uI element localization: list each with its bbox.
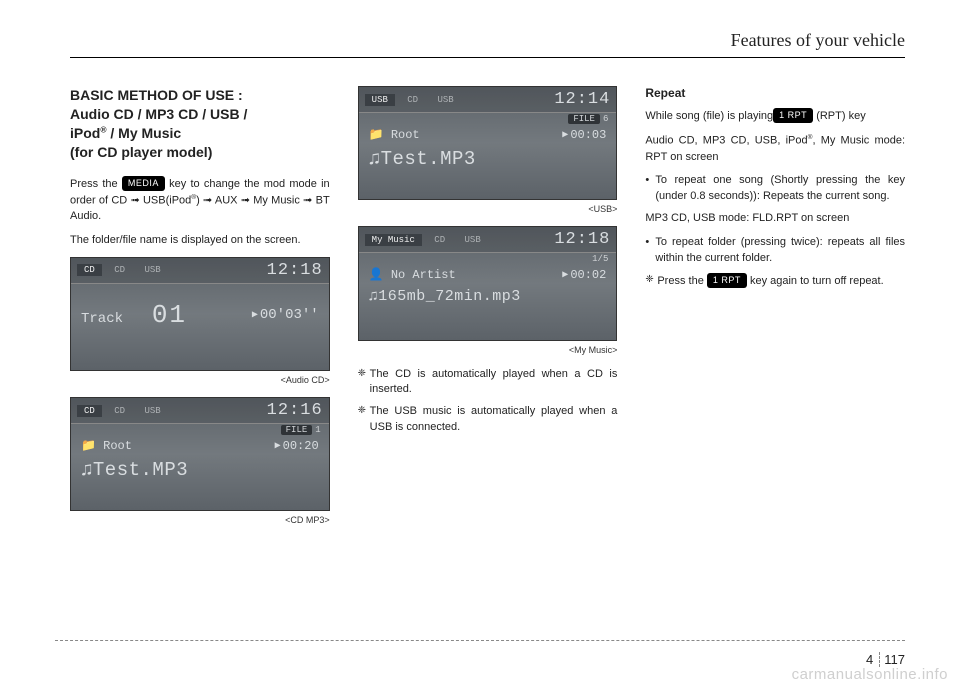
- page-number-value: 117: [884, 652, 905, 667]
- caption-usb: <USB>: [358, 204, 618, 214]
- lcd-elapsed: ▶00:02: [562, 268, 606, 282]
- title-line-3a: iPod: [70, 125, 100, 141]
- lcd-cd-icon: CD: [400, 94, 425, 106]
- file-number: 6: [603, 114, 608, 124]
- lcd-folder: 📁 Root: [369, 127, 420, 142]
- title-line-1: BASIC METHOD OF USE :: [70, 87, 243, 103]
- lcd-audio-cd: CD CD USB 12:18 Track 01 ▶00'03'': [70, 257, 330, 371]
- page-number: 4 117: [866, 652, 905, 667]
- note-cd-autoplay: The CD is automatically played when a CD…: [358, 367, 618, 399]
- repeat-modes: Audio CD, MP3 CD, USB, iPod®, My Music m…: [645, 133, 905, 166]
- paragraph-media-key: Press the MEDIA key to change the mod mo…: [70, 176, 330, 225]
- caption-cd-mp3: <CD MP3>: [70, 515, 330, 525]
- lcd-elapsed: ▶00'03'': [252, 307, 319, 323]
- lcd-filename: ♫165mb_72min.mp3: [359, 284, 617, 311]
- p1-a: Press the: [70, 178, 122, 190]
- lcd-my-music: My Music CD USB 12:18 1/5 👤 No Artist ▶0…: [358, 226, 618, 340]
- lcd-track-label: Track: [81, 311, 123, 327]
- repeat-fld: MP3 CD, USB mode: FLD.RPT on screen: [645, 211, 905, 227]
- lcd-cd-mp3: CD CD USB 12:16 FILE 1 📁 Root ▶00:20 ♫Te…: [70, 397, 330, 511]
- repeat-heading: Repeat: [645, 86, 905, 100]
- title-line-2: Audio CD / MP3 CD / USB /: [70, 106, 247, 122]
- lcd-tab-active: CD: [77, 264, 102, 276]
- r-p2-a: Audio CD, MP3 CD, USB, iPod: [645, 135, 807, 147]
- file-badge: FILE: [281, 425, 313, 435]
- column-2: USB CD USB 12:14 FILE 6 📁 Root ▶00:03 ♫T…: [358, 86, 618, 537]
- chapter-number: 4: [866, 652, 880, 667]
- lcd-artist-row: 👤 No Artist ▶00:02: [359, 265, 617, 284]
- file-badge: FILE: [568, 114, 600, 124]
- lcd-usb: USB CD USB 12:14 FILE 6 📁 Root ▶00:03 ♫T…: [358, 86, 618, 200]
- content-columns: BASIC METHOD OF USE : Audio CD / MP3 CD …: [70, 86, 905, 537]
- lcd-top-bar: USB CD USB 12:14: [359, 87, 617, 113]
- watermark: carmanualsonline.info: [792, 666, 948, 683]
- title-line-3b: / My Music: [107, 125, 182, 141]
- rpt-key-icon: 1 RPT: [773, 108, 813, 123]
- lcd-cd-icon: CD: [427, 234, 452, 246]
- caption-audio-cd: <Audio CD>: [70, 375, 330, 385]
- lcd-filename: ♫Test.MP3: [359, 144, 617, 176]
- lcd-tab-active: My Music: [365, 234, 422, 246]
- title-line-4: (for CD player model): [70, 144, 212, 160]
- bullet-repeat-song: To repeat one song (Shortly pressing the…: [645, 173, 905, 205]
- file-number: 1: [315, 425, 320, 435]
- note-repeat-off: Press the 1 RPT key again to turn off re…: [645, 273, 905, 290]
- lcd-usb-icon: USB: [458, 234, 488, 246]
- note-usb-autoplay: The USB music is automatically played wh…: [358, 404, 618, 436]
- column-3: Repeat While song (file) is playing1 RPT…: [645, 86, 905, 537]
- paragraph-folder-file: The folder/file name is displayed on the…: [70, 233, 330, 249]
- lcd-top-bar: My Music CD USB 12:18: [359, 227, 617, 253]
- r-p1-b: (RPT) key: [813, 110, 866, 122]
- lcd-usb-icon: USB: [137, 264, 167, 276]
- section-header: Features of your vehicle: [70, 30, 905, 58]
- main-title: BASIC METHOD OF USE : Audio CD / MP3 CD …: [70, 86, 330, 162]
- lcd-folder-row: 📁 Root ▶00:03: [359, 125, 617, 144]
- lcd-clock: 12:18: [554, 230, 610, 249]
- r-d1-a: Press the: [657, 275, 707, 287]
- lcd-cd-icon: CD: [107, 264, 132, 276]
- lcd-usb-icon: USB: [431, 94, 461, 106]
- lcd-elapsed: ▶00:20: [275, 439, 319, 453]
- lcd-top-bar: CD CD USB 12:18: [71, 258, 329, 284]
- media-key-icon: MEDIA: [122, 176, 165, 191]
- lcd-clock: 12:16: [267, 401, 323, 420]
- caption-my-music: <My Music>: [358, 345, 618, 355]
- r-d1-b: key again to turn off repeat.: [747, 275, 884, 287]
- lcd-count-indicator: 1/5: [359, 253, 617, 265]
- lcd-cd-icon: CD: [107, 405, 132, 417]
- r-p1-a: While song (file) is playing: [645, 110, 773, 122]
- lcd-tab-active: USB: [365, 94, 395, 106]
- lcd-track-row: Track 01 ▶00'03'': [71, 298, 329, 332]
- bullet-repeat-folder: To repeat folder (pressing twice): repea…: [645, 235, 905, 267]
- repeat-intro: While song (file) is playing1 RPT (RPT) …: [645, 108, 905, 125]
- lcd-file-indicator: FILE 6: [359, 113, 617, 125]
- lcd-clock: 12:14: [554, 90, 610, 109]
- manual-page: Features of your vehicle BASIC METHOD OF…: [0, 0, 960, 689]
- lcd-tab-active: CD: [77, 405, 102, 417]
- column-1: BASIC METHOD OF USE : Audio CD / MP3 CD …: [70, 86, 330, 537]
- lcd-file-indicator: FILE 1: [71, 424, 329, 436]
- track-count: 1/5: [592, 254, 608, 264]
- lcd-filename: ♫Test.MP3: [71, 455, 329, 487]
- lcd-artist: 👤 No Artist: [369, 267, 456, 282]
- footer-divider: [55, 640, 905, 641]
- lcd-usb-icon: USB: [137, 405, 167, 417]
- lcd-elapsed: ▶00:03: [562, 128, 606, 142]
- lcd-clock: 12:18: [267, 261, 323, 280]
- lcd-folder-row: 📁 Root ▶00:20: [71, 436, 329, 455]
- lcd-track-number: 01: [152, 300, 187, 330]
- rpt-key-icon: 1 RPT: [707, 273, 747, 288]
- section-title: Features of your vehicle: [731, 30, 905, 50]
- lcd-folder: 📁 Root: [81, 438, 132, 453]
- lcd-top-bar: CD CD USB 12:16: [71, 398, 329, 424]
